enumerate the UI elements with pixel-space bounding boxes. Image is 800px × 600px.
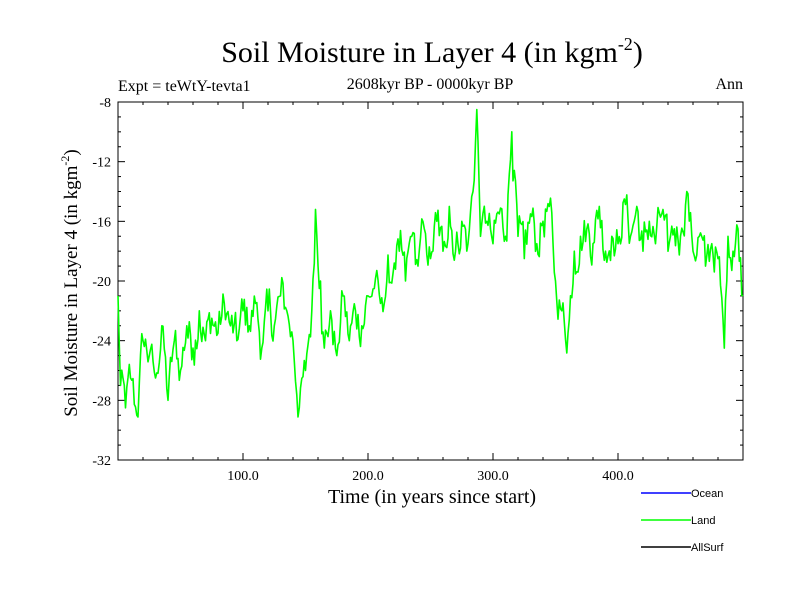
x-tick-label: 100.0 xyxy=(227,469,259,484)
y-tick-label: -20 xyxy=(92,275,111,290)
y-tick-label: -24 xyxy=(92,335,111,350)
x-axis-label: Time (in years since start) xyxy=(328,486,536,508)
expt-label: Expt = teWtY-tevta1 xyxy=(118,78,251,95)
axis-ticks: -8 -12 -16 -20 -24 -28 -32 100.0 200.0 300.0 400.0 xyxy=(92,96,743,484)
y-tick-label: -12 xyxy=(92,156,111,171)
y-tick-label: -28 xyxy=(92,394,111,409)
legend-label-ocean: Ocean xyxy=(691,488,723,500)
x-tick-label: 300.0 xyxy=(477,469,509,484)
y-tick-label: -8 xyxy=(99,96,111,111)
x-tick-label: 200.0 xyxy=(352,469,384,484)
chart-title: Soil Moisture in Layer 4 (in kgm-2) xyxy=(221,34,643,69)
legend: Ocean Land AllSurf xyxy=(641,488,724,554)
legend-label-allsurf: AllSurf xyxy=(691,542,724,554)
y-tick-label: -32 xyxy=(92,454,111,469)
chart-subtitle: 2608kyr BP - 0000kyr BP xyxy=(347,76,514,93)
legend-label-land: Land xyxy=(691,515,715,527)
series-layer xyxy=(117,108,744,418)
y-tick-label: -16 xyxy=(92,215,111,230)
y-axis-label: Soil Moisture in Layer 4 (in kgm-2) xyxy=(58,149,82,417)
plot-frame xyxy=(117,101,744,461)
period-label: Ann xyxy=(715,76,743,93)
series-land-line xyxy=(117,108,744,418)
x-tick-label: 400.0 xyxy=(602,469,634,484)
